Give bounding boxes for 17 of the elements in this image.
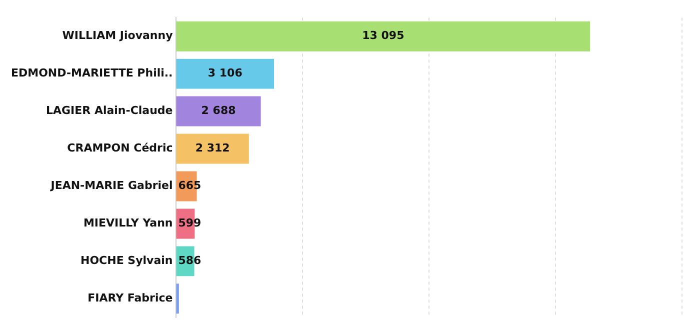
- data-label: 3 106: [208, 66, 243, 80]
- bar: [176, 134, 249, 164]
- data-label: 2 312: [195, 142, 230, 155]
- bar: [176, 21, 590, 52]
- y-tick-label: JEAN-MARIE Gabriel: [50, 179, 173, 192]
- y-tick-label: CRAMPON Cédric: [67, 142, 173, 155]
- bar: [176, 96, 261, 126]
- bar: [176, 58, 274, 89]
- data-label: 2 688: [201, 104, 236, 118]
- y-tick-label: LAGIER Alain-Claude: [46, 104, 173, 118]
- y-tick-label: EDMOND-MARIETTE Phili..: [10, 66, 173, 80]
- bar: [176, 284, 179, 314]
- y-tick-label: FIARY Fabrice: [88, 292, 173, 305]
- y-tick-label: MIEVILLY Yann: [83, 216, 173, 230]
- y-tick-label: WILLIAM Jiovanny: [62, 29, 173, 42]
- y-tick-label: HOCHE Sylvain: [80, 254, 173, 268]
- data-label: 13 095: [362, 29, 404, 42]
